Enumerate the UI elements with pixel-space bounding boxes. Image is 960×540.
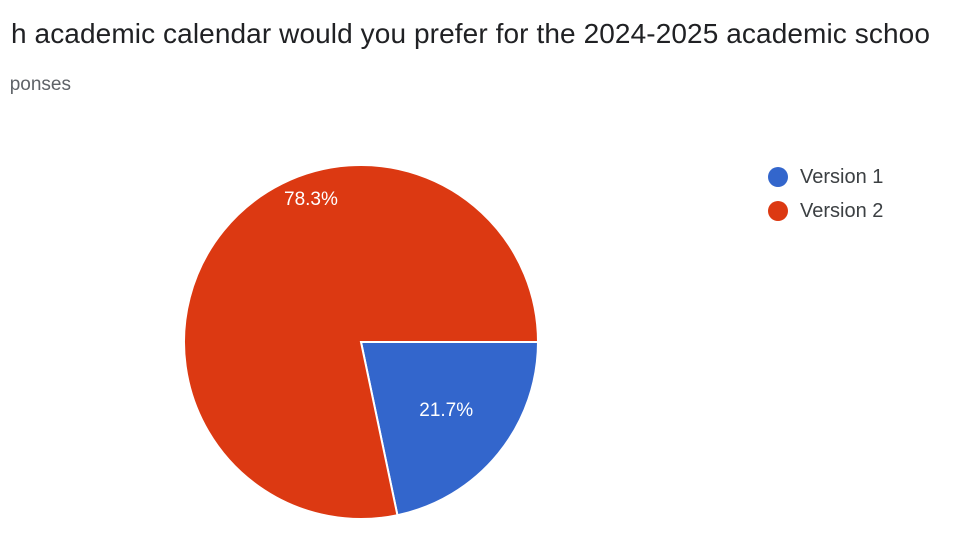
legend-item-version-1[interactable]: Version 1 — [768, 160, 883, 194]
pie-slice-label-version-2: 78.3% — [284, 189, 338, 210]
chart-legend: Version 1 Version 2 — [768, 160, 883, 228]
legend-swatch-version-1 — [768, 167, 788, 187]
response-count: ponses — [0, 70, 200, 100]
legend-label-version-2: Version 2 — [800, 199, 884, 222]
response-count-text: ponses — [9, 74, 71, 95]
legend-item-version-2[interactable]: Version 2 — [768, 194, 883, 228]
chart-title: h academic calendar would you prefer for… — [0, 10, 960, 58]
pie-slice-label-version-1: 21.7% — [419, 400, 473, 421]
legend-swatch-version-2 — [768, 201, 788, 221]
pie-slice-version-1[interactable] — [359, 341, 540, 517]
legend-label-version-1: Version 1 — [800, 165, 884, 188]
pie-slice-version-2[interactable] — [183, 164, 540, 520]
chart-title-text: h academic calendar would you prefer for… — [10, 18, 930, 49]
